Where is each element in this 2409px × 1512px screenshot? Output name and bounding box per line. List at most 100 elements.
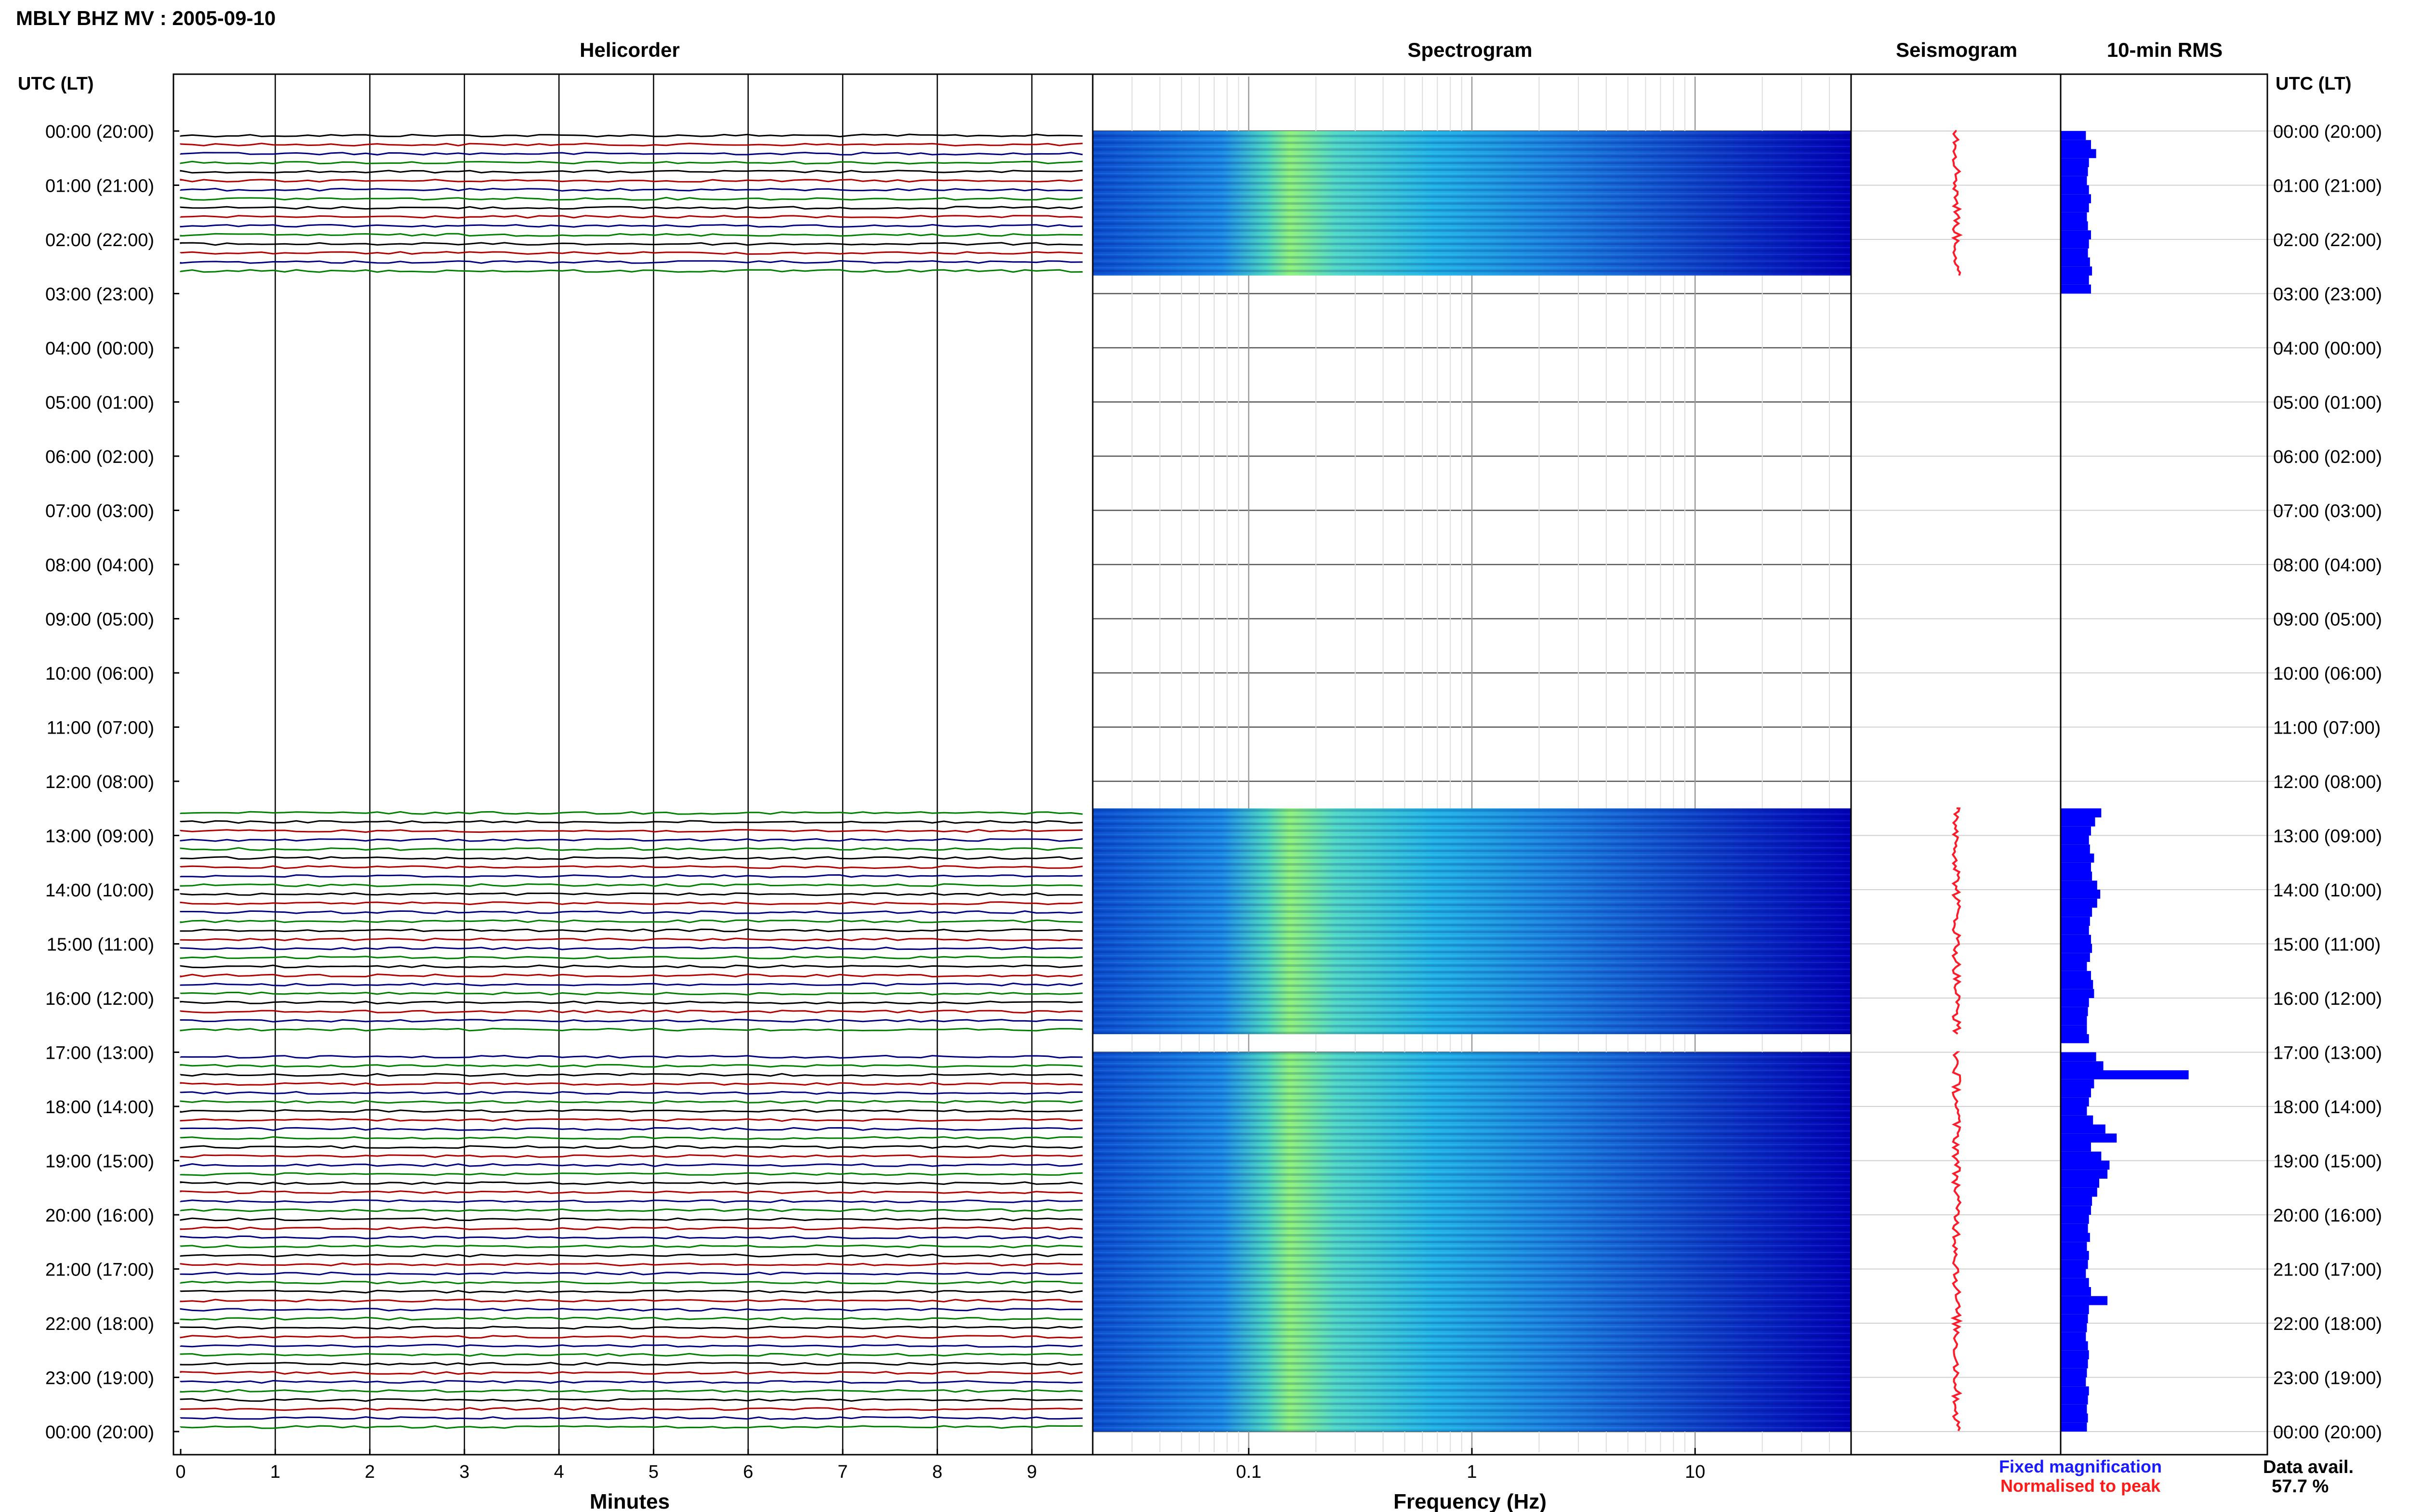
helicorder-trace <box>180 910 1083 914</box>
frequency-axis-label: Frequency (Hz) <box>1393 1490 1547 1512</box>
helicorder-trace <box>180 811 1083 815</box>
hour-label-right: 00:00 (20:00) <box>2273 1422 2382 1443</box>
helicorder-trace <box>180 1145 1083 1149</box>
hour-label-left: 22:00 (18:00) <box>45 1314 154 1334</box>
rms-bar <box>2060 1422 2087 1432</box>
seismogram-trace <box>1950 130 1963 1432</box>
hour-label-left: 09:00 (05:00) <box>45 610 154 630</box>
rms-bar <box>2060 980 2093 989</box>
hour-label-right: 11:00 (07:00) <box>2273 718 2381 738</box>
helicorder-traces <box>180 133 1083 1429</box>
left-time-axis-label: UTC (LT) <box>18 74 94 94</box>
helicorder-trace <box>180 1335 1083 1339</box>
rms-bar <box>2060 176 2087 185</box>
rms-bar <box>2060 926 2089 935</box>
spectrogram-texture <box>1093 808 1851 1034</box>
frequency-tick-label: 0.1 <box>1236 1462 1261 1482</box>
helicorder-trace <box>180 820 1083 824</box>
hour-label-left: 10:00 (06:00) <box>45 664 154 684</box>
rms-bar <box>2060 248 2088 258</box>
rms-bar <box>2060 1151 2102 1161</box>
hour-label-left: 07:00 (03:00) <box>45 501 154 522</box>
hour-label-left: 02:00 (22:00) <box>45 230 154 250</box>
rms-bar <box>2060 1061 2104 1070</box>
helicorder-trace <box>180 224 1083 228</box>
helicorder-trace <box>180 1054 1083 1059</box>
helicorder-trace <box>180 1307 1083 1312</box>
minute-tick-label: 4 <box>554 1462 564 1482</box>
panel-frame <box>2060 73 2268 1456</box>
hour-label-right: 00:00 (20:00) <box>2273 122 2382 142</box>
rms-title: 10-min RMS <box>2107 39 2223 61</box>
helicorder-trace <box>180 1389 1083 1393</box>
rms-bar <box>2060 1088 2091 1098</box>
helicorder-trace <box>180 1271 1083 1275</box>
hour-label-left: 05:00 (01:00) <box>45 393 154 413</box>
seismogram-segment <box>1951 130 1963 276</box>
hour-label-left: 21:00 (17:00) <box>45 1260 154 1280</box>
helicorder-trace <box>180 1000 1083 1005</box>
hour-label-right: 02:00 (22:00) <box>2273 230 2382 250</box>
hour-label-right: 16:00 (12:00) <box>2273 989 2382 1009</box>
helicorder-trace <box>180 1280 1083 1285</box>
helicorder-trace <box>180 1253 1083 1258</box>
helicorder-trace <box>180 1425 1083 1429</box>
helicorder-trace <box>180 179 1083 183</box>
rms-bar <box>2060 1377 2086 1387</box>
rms-bar <box>2060 1242 2087 1251</box>
helicorder-trace <box>180 1190 1083 1195</box>
frequency-tick-label: 10 <box>1685 1462 1705 1482</box>
rms-bar <box>2060 989 2094 998</box>
seismogram-segment <box>1950 1051 1963 1432</box>
helicorder-trace <box>180 1181 1083 1185</box>
minute-tick-label: 3 <box>459 1462 469 1482</box>
spectrogram-texture <box>1093 1052 1851 1432</box>
hour-label-right: 08:00 (04:00) <box>2273 555 2382 576</box>
helicorder-trace <box>180 269 1083 273</box>
hour-label-right: 14:00 (10:00) <box>2273 881 2382 901</box>
helicorder-trace <box>180 170 1083 174</box>
minute-tick-label: 2 <box>365 1462 375 1482</box>
rms-bar <box>2060 1016 2087 1026</box>
hour-label-right: 19:00 (15:00) <box>2273 1152 2382 1172</box>
rms-bar <box>2060 1223 2088 1233</box>
helicorder-trace <box>180 982 1083 986</box>
hour-label-right: 13:00 (09:00) <box>2273 827 2382 847</box>
helicorder-trace <box>180 955 1083 960</box>
hour-label-left: 16:00 (12:00) <box>45 989 154 1009</box>
helicorder-trace <box>180 946 1083 950</box>
rms-bar <box>2060 239 2089 249</box>
helicorder-trace <box>180 901 1083 906</box>
rms-bar <box>2060 1332 2086 1341</box>
helicorder-trace <box>180 1407 1083 1411</box>
rms-bar <box>2060 1305 2089 1315</box>
helicorder-trace <box>180 1127 1083 1131</box>
helicorder-trace <box>180 1172 1083 1176</box>
rms-bar <box>2060 1269 2086 1278</box>
helicorder-trace <box>180 847 1083 851</box>
rms-bar <box>2060 1160 2110 1170</box>
helicorder-trace <box>180 991 1083 996</box>
helicorder-trace <box>180 1362 1083 1366</box>
helicorder-trace <box>180 151 1083 156</box>
helicorder-trace <box>180 937 1083 942</box>
frequency-tick-label: 1 <box>1467 1462 1477 1482</box>
hour-label-right: 04:00 (00:00) <box>2273 339 2382 359</box>
hour-label-left: 00:00 (20:00) <box>45 1422 154 1443</box>
helicorder-trace <box>180 829 1083 833</box>
rms-bar <box>2060 140 2091 149</box>
helicorder-trace <box>180 1064 1083 1068</box>
rms-bar <box>2060 1079 2094 1089</box>
rms-bar <box>2060 871 2092 881</box>
helicorder-trace <box>180 1299 1083 1303</box>
hour-label-left: 11:00 (07:00) <box>47 718 154 738</box>
rms-bar <box>2060 221 2088 231</box>
rms-bar <box>2060 276 2089 285</box>
data-availability-value: 57.7 % <box>2272 1476 2329 1497</box>
helicorder-trace <box>180 187 1083 192</box>
helicorder-trace <box>180 206 1083 210</box>
helicorder-trace <box>180 883 1083 887</box>
helicorder-trace <box>180 1326 1083 1330</box>
rms-bar <box>2060 808 2102 817</box>
helicorder-trace <box>180 874 1083 878</box>
